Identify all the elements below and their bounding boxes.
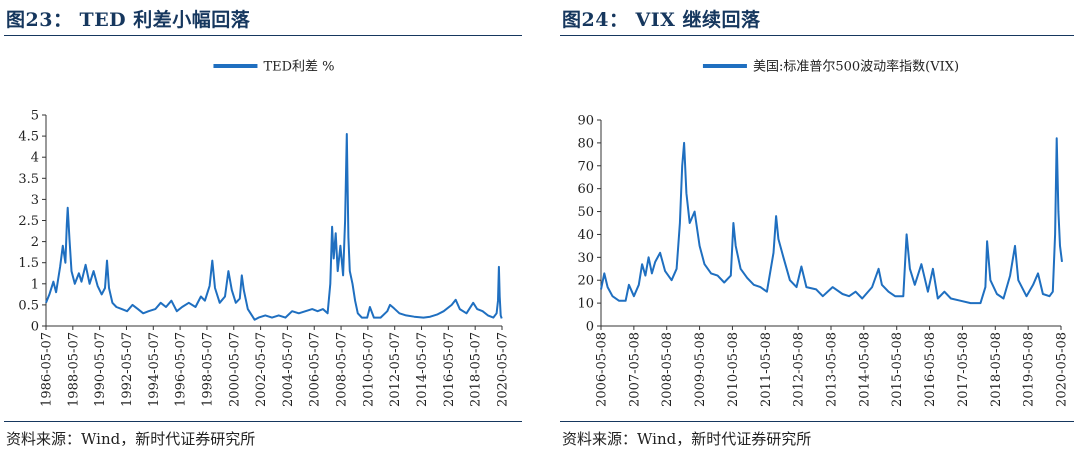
x-tick-label: 2000-05-07 (227, 332, 242, 407)
y-tick-label: 70 (577, 159, 594, 174)
x-tick-label: 2015-05-08 (890, 332, 905, 407)
y-tick-label: 1 (31, 277, 39, 292)
x-tick-label: 2017-05-08 (956, 332, 971, 407)
figure-23-title: 图23： TED 利差小幅回落 (6, 9, 251, 31)
y-tick-label: 10 (577, 297, 594, 312)
vix-panel: 图24： VIX 继续回落 0 10 20 30 40 50 60 70 80 90 2006-0… (556, 0, 1080, 458)
x-tick-label: 2002-05-07 (254, 332, 269, 407)
x-tick-labels: 1986-05-07 1988-05-07 1990-05-07 1992-05-07… (40, 332, 511, 407)
x-tick-label: 1990-05-07 (93, 332, 108, 407)
x-tick-label: 2012-05-08 (792, 332, 807, 407)
figure-24-title: 图24： VIX 继续回落 (562, 9, 761, 31)
x-tick-label: 2020-05-08 (1055, 332, 1070, 407)
y-tick-label: 60 (577, 182, 594, 197)
vix-line (600, 137, 1063, 305)
x-tick-label: 2011-05-08 (759, 332, 774, 407)
x-tick-label: 1998-05-07 (200, 332, 215, 407)
x-tick-label: 2010-05-07 (361, 332, 376, 407)
x-tick-label: 2007-05-08 (627, 332, 642, 407)
y-tick-label: 2.5 (18, 214, 39, 229)
source-note: 资料来源：Wind，新时代证券研究所 (562, 430, 812, 448)
source-note: 资料来源：Wind，新时代证券研究所 (6, 430, 256, 448)
y-tick-label: 2 (31, 235, 39, 250)
x-tick-label: 2004-05-07 (281, 332, 296, 407)
y-tick-label: 30 (577, 251, 594, 266)
y-tick-label: 50 (577, 205, 594, 220)
x-tick-label: 2019-05-08 (1022, 332, 1037, 407)
y-tick-label: 4 (31, 151, 39, 166)
y-tick-labels: 0 10 20 30 40 50 60 70 80 90 (577, 114, 594, 335)
legend-label: TED利差 % (263, 60, 334, 75)
axes (42, 114, 503, 330)
x-tick-label: 1994-05-07 (147, 332, 162, 407)
x-tick-label: 2014-05-07 (415, 332, 430, 407)
y-tick-label: 3 (31, 193, 39, 208)
x-tick-label: 1996-05-07 (174, 332, 189, 407)
title-rule (560, 35, 1074, 36)
ted-spread-chart: 0 0.5 1 1.5 2 2.5 3 3.5 4 4.5 5 1986-05-07 1988-05-… (18, 60, 511, 407)
x-tick-label: 2014-05-08 (857, 332, 872, 407)
y-tick-label: 20 (577, 274, 594, 289)
y-tick-label: 0 (31, 320, 39, 335)
x-tick-label: 2008-05-08 (660, 332, 675, 407)
x-tick-label: 2020-05-07 (496, 332, 511, 407)
y-tick-label: 90 (577, 114, 594, 129)
axes (597, 119, 1062, 330)
y-tick-label: 80 (577, 136, 594, 151)
y-tick-label: 0.5 (18, 298, 39, 313)
x-tick-label: 2010-05-08 (726, 332, 741, 407)
legend-label: 美国:标准普尔500波动率指数(VIX) (753, 59, 959, 75)
legend: 美国:标准普尔500波动率指数(VIX) (702, 59, 959, 75)
x-tick-label: 1988-05-07 (66, 332, 81, 407)
ted-spread-panel: 图23： TED 利差小幅回落 0 0.5 1 1.5 2 2.5 3 3.5 4 4.5 5 19… (0, 0, 528, 458)
title-rule (4, 35, 522, 36)
y-tick-label: 4.5 (18, 130, 39, 145)
x-tick-label: 2013-05-08 (825, 332, 840, 407)
x-tick-label: 1992-05-07 (120, 332, 135, 407)
x-tick-label: 1986-05-07 (40, 332, 55, 407)
vix-chart: 0 10 20 30 40 50 60 70 80 90 2006-05-08 2007-05-08… (577, 59, 1070, 407)
y-tick-label: 40 (577, 228, 594, 243)
x-tick-labels: 2006-05-08 2007-05-08 2008-05-08 2009-05-08… (595, 332, 1070, 407)
x-tick-label: 2018-05-08 (989, 332, 1004, 407)
x-tick-label: 2006-05-07 (308, 332, 323, 407)
legend: TED利差 % (213, 60, 335, 75)
x-tick-label: 2012-05-07 (388, 332, 403, 407)
x-tick-label: 2008-05-07 (335, 332, 350, 407)
y-tick-label: 3.5 (18, 172, 39, 187)
ted-spread-line (45, 133, 503, 321)
source-rule (4, 421, 522, 422)
y-tick-label: 5 (31, 109, 39, 124)
x-tick-label: 2009-05-08 (693, 332, 708, 407)
y-tick-label: 1.5 (18, 256, 39, 271)
source-rule (560, 421, 1074, 422)
x-tick-label: 2016-05-08 (923, 332, 938, 407)
x-tick-label: 2018-05-07 (469, 332, 484, 407)
y-tick-label: 0 (586, 320, 594, 335)
x-tick-label: 2016-05-07 (442, 332, 457, 407)
x-tick-label: 2006-05-08 (595, 332, 610, 407)
y-tick-labels: 0 0.5 1 1.5 2 2.5 3 3.5 4 4.5 5 (18, 109, 39, 335)
